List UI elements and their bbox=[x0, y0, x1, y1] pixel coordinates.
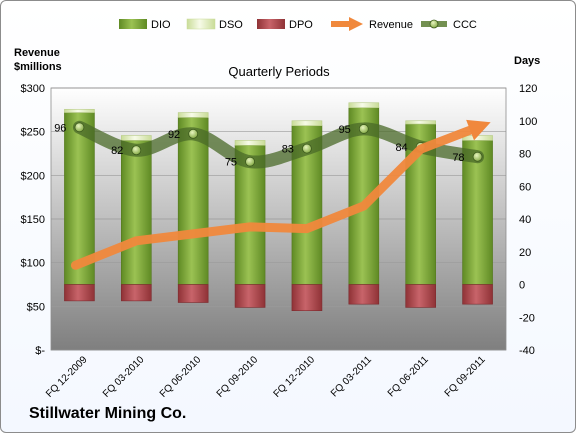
category-label: FQ 06-2010 bbox=[158, 354, 204, 400]
dio-bar bbox=[234, 145, 266, 285]
legend-arrowhead-revenue bbox=[349, 17, 363, 31]
ccc-data-label: 82 bbox=[111, 145, 123, 157]
dio-bar bbox=[121, 140, 152, 285]
category-label: FQ 09-2010 bbox=[215, 354, 261, 400]
left-axis-title-line1: Revenue bbox=[14, 47, 60, 59]
left-tick-label: $- bbox=[35, 345, 45, 357]
dso-bar bbox=[348, 102, 380, 108]
right-tick-label: 40 bbox=[519, 214, 531, 226]
category-labels: FQ 12-2009 FQ 03-2010 FQ 06-2010 FQ 09-2010… bbox=[44, 354, 488, 400]
ccc-point bbox=[74, 122, 85, 133]
revenue-arrowhead bbox=[466, 119, 491, 141]
legend-item-dso: DSO bbox=[186, 18, 243, 31]
ccc-point bbox=[188, 128, 199, 139]
legend-label-dpo: DPO bbox=[289, 19, 313, 31]
legend-item-dpo: DPO bbox=[257, 19, 313, 31]
legend-label-dio: DIO bbox=[151, 19, 171, 31]
dpo-bar bbox=[177, 284, 209, 303]
dio-bar bbox=[177, 117, 209, 285]
ccc-point bbox=[358, 124, 369, 134]
right-tick-label: 0 bbox=[519, 280, 525, 292]
legend: DIO DSO DPO Revenue CCC bbox=[119, 17, 477, 31]
dpo-bar bbox=[121, 284, 152, 302]
ccc-point bbox=[245, 156, 255, 167]
right-tick-label: 60 bbox=[519, 181, 531, 193]
right-tick-label: -20 bbox=[519, 312, 535, 324]
company-name: Stillwater Mining Co. bbox=[29, 405, 187, 422]
ccc-line bbox=[72, 120, 485, 169]
dso-bar bbox=[291, 120, 323, 126]
right-tick-label: 80 bbox=[519, 149, 531, 161]
category-label: FQ 09-2011 bbox=[443, 354, 488, 399]
dso-bar bbox=[234, 140, 266, 146]
category-label: FQ 12-2009 bbox=[44, 354, 90, 400]
dpo-bar bbox=[348, 284, 380, 305]
legend-marker-ccc bbox=[429, 19, 439, 29]
ccc-point bbox=[302, 143, 312, 154]
dpo-bar bbox=[405, 284, 436, 308]
dso-bar bbox=[64, 108, 95, 113]
left-tick-label: $300 bbox=[21, 83, 45, 95]
left-tick-label: $250 bbox=[21, 127, 45, 139]
ccc-data-label: 92 bbox=[168, 129, 180, 141]
legend-label-revenue: Revenue bbox=[369, 19, 413, 31]
ccc-data-label: 96 bbox=[54, 122, 66, 134]
legend-swatch-dso bbox=[186, 18, 216, 30]
ccc-data-label: 78 bbox=[452, 152, 464, 164]
category-label: FQ 03-2011 bbox=[329, 354, 374, 399]
right-axis-title: Days bbox=[514, 55, 540, 67]
category-label: FQ 03-2010 bbox=[101, 354, 147, 400]
legend-label-dso: DSO bbox=[219, 19, 243, 31]
dso-bar bbox=[177, 112, 209, 118]
left-tick-label: $200 bbox=[21, 170, 45, 182]
dpo-bar bbox=[291, 284, 323, 312]
legend-item-revenue: Revenue bbox=[331, 17, 413, 31]
ccc-point bbox=[472, 151, 483, 162]
legend-swatch-dio bbox=[119, 19, 147, 29]
ccc-point bbox=[131, 145, 142, 156]
right-tick-label: 120 bbox=[519, 83, 537, 95]
left-tick-label: $50 bbox=[27, 301, 45, 313]
legend-item-dio: DIO bbox=[119, 19, 171, 31]
revenue-line bbox=[70, 125, 475, 270]
ccc-series: 96 82 92 75 83 95 84 78 bbox=[54, 120, 485, 169]
legend-item-ccc: CCC bbox=[421, 19, 477, 31]
right-tick-label: -40 bbox=[519, 345, 535, 357]
dpo-bar bbox=[462, 284, 493, 305]
dpo-bar bbox=[234, 284, 266, 308]
plot-border bbox=[50, 87, 507, 351]
legend-swatch-dpo bbox=[257, 19, 285, 29]
category-label: FQ 06-2011 bbox=[386, 354, 431, 399]
dso-bar bbox=[121, 135, 152, 141]
left-tick-label: $100 bbox=[21, 258, 45, 270]
ccc-data-label: 75 bbox=[225, 157, 237, 169]
dio-bar bbox=[462, 140, 493, 285]
category-label: FQ 12-2010 bbox=[272, 354, 318, 400]
legend-label-ccc: CCC bbox=[453, 19, 477, 31]
right-axis-ticks: -40 -20 0 20 40 60 80 100 120 bbox=[519, 83, 537, 357]
chart-title: Quarterly Periods bbox=[228, 64, 330, 79]
dpo-bar bbox=[64, 284, 95, 302]
ccc-data-label: 84 bbox=[395, 142, 407, 154]
ccc-data-label: 95 bbox=[339, 124, 351, 136]
left-tick-label: $150 bbox=[21, 214, 45, 226]
right-tick-label: 100 bbox=[519, 116, 537, 128]
dso-bar bbox=[405, 120, 436, 125]
ccc-data-label: 83 bbox=[282, 144, 294, 156]
left-axis-ticks: $- $50 $100 $150 $200 $250 $300 bbox=[21, 83, 46, 357]
right-tick-label: 20 bbox=[519, 247, 531, 259]
revenue-series bbox=[70, 119, 491, 270]
left-axis-title-line2: $millions bbox=[14, 61, 62, 73]
